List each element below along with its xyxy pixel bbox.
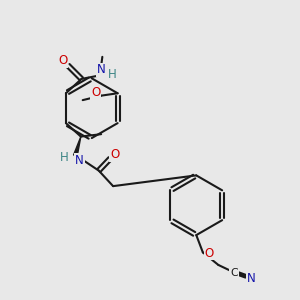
Text: O: O (58, 54, 68, 67)
Text: C: C (230, 268, 238, 278)
Text: N: N (75, 154, 84, 167)
Text: O: O (110, 148, 119, 161)
Text: O: O (91, 86, 101, 99)
Text: N: N (247, 272, 255, 285)
Text: H: H (108, 68, 117, 81)
Text: N: N (97, 64, 106, 76)
Text: H: H (60, 151, 68, 164)
Polygon shape (74, 136, 81, 155)
Text: O: O (205, 247, 214, 260)
